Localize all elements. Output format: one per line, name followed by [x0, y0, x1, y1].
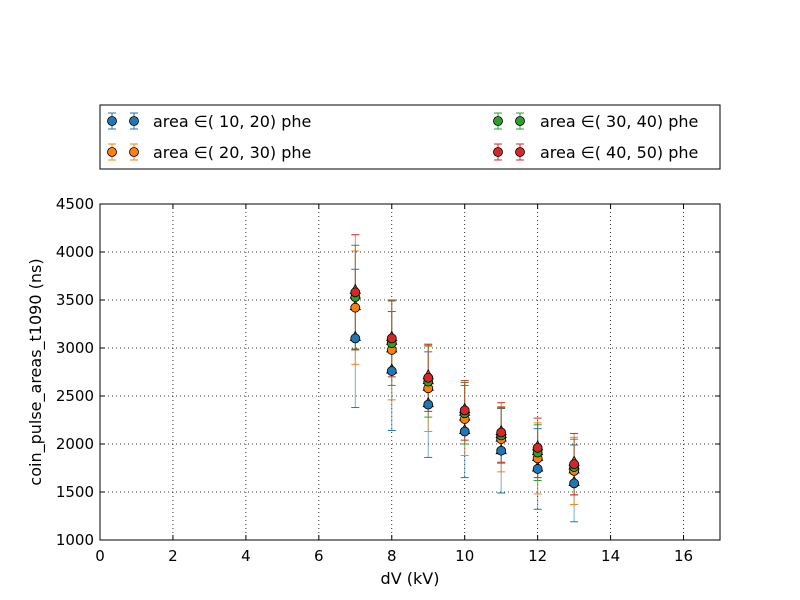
y-tick-label: 4500 [56, 195, 94, 213]
plot-frame [99, 203, 721, 541]
legend-entry: area ∈( 40, 50) phe [493, 143, 698, 162]
data-point [350, 333, 361, 344]
data-point [459, 405, 470, 416]
y-tick-label: 1500 [56, 483, 94, 501]
data-point [532, 464, 543, 474]
legend-label: area ∈( 30, 40) phe [540, 112, 698, 131]
x-axis-label: dV (kV) [381, 569, 440, 588]
legend-marker [129, 147, 139, 157]
legend-marker [107, 147, 117, 157]
x-tick-label: 10 [455, 547, 474, 565]
x-tick-label: 12 [528, 547, 547, 565]
series-layer [349, 234, 580, 523]
x-tick-label: 16 [674, 547, 693, 565]
legend-label: area ∈( 20, 30) phe [153, 143, 311, 162]
data-point [386, 333, 397, 344]
series-1-markers [349, 330, 580, 489]
data-point [423, 372, 434, 383]
y-tick-label: 3500 [56, 291, 94, 309]
x-tick-label: 2 [168, 547, 178, 565]
data-point [569, 459, 580, 470]
legend-entry: area ∈( 30, 40) phe [493, 112, 698, 131]
data-point [423, 399, 434, 410]
legend-marker [493, 147, 503, 157]
legend-label: area ∈( 40, 50) phe [540, 143, 698, 162]
x-tick-label: 0 [95, 547, 105, 565]
plot-area [100, 204, 720, 540]
data-point [386, 366, 397, 376]
data-point [496, 427, 507, 438]
data-point [569, 478, 580, 489]
data-point [459, 426, 470, 437]
legend-marker [493, 116, 503, 126]
x-ticks: 0 2 4 6 8 10 12 14 16 [95, 204, 693, 565]
x-tick-label: 6 [314, 547, 324, 565]
legend-marker [129, 116, 139, 126]
y-tick-label: 1000 [56, 531, 94, 549]
data-point [350, 302, 361, 313]
y-tick-label: 2000 [56, 435, 94, 453]
series-4-markers [349, 283, 580, 470]
legend-entry: area ∈( 20, 30) phe [107, 143, 311, 162]
data-point [496, 445, 507, 456]
legend-marker [515, 116, 525, 126]
y-tick-label: 3000 [56, 339, 94, 357]
legend-label: area ∈( 10, 20) phe [153, 112, 311, 131]
legend: area ∈( 10, 20) phe area ∈( 20, 30) phe … [99, 104, 721, 170]
x-tick-label: 8 [387, 547, 397, 565]
y-tick-label: 4000 [56, 243, 94, 261]
legend-entry: area ∈( 10, 20) phe [107, 112, 311, 131]
legend-marker [107, 116, 117, 126]
x-tick-label: 4 [241, 547, 251, 565]
y-ticks: 1000 1500 2000 2500 3000 3500 4000 4500 [56, 195, 720, 549]
y-axis-label: coin_pulse_areas_t1090 (ns) [26, 258, 46, 485]
x-tick-label: 14 [601, 547, 620, 565]
data-point [350, 287, 361, 298]
y-tick-label: 2500 [56, 387, 94, 405]
legend-marker [515, 147, 525, 157]
legend-frame [99, 104, 721, 170]
data-point [532, 442, 543, 453]
